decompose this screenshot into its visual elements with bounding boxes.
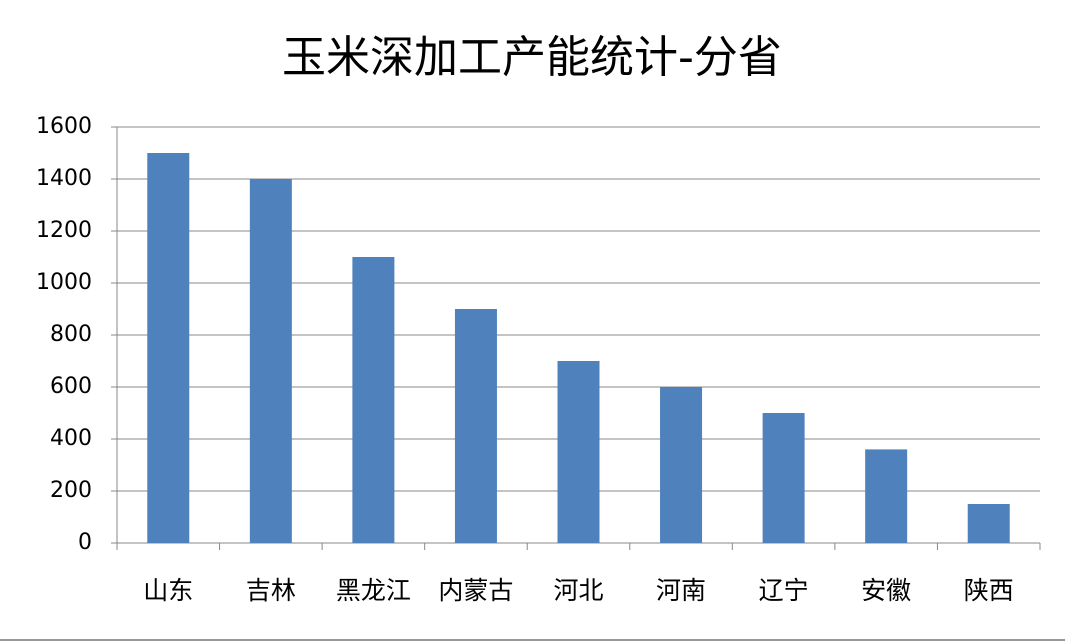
y-tick-label: 1600: [36, 114, 92, 139]
bar: [967, 504, 1010, 543]
y-tick-label: 1400: [36, 166, 92, 191]
bar: [147, 153, 190, 543]
chart-title: 玉米深加工产能统计-分省: [282, 32, 782, 83]
y-tick-label: 400: [50, 426, 92, 451]
y-tick-label: 1000: [36, 270, 92, 295]
x-tick-label: 河北: [553, 576, 603, 605]
y-tick-label: 1200: [36, 218, 92, 243]
y-tick-label: 200: [50, 478, 92, 503]
x-tick-label: 山东: [143, 576, 193, 605]
x-tick-label: 辽宁: [759, 576, 809, 605]
bar: [865, 449, 908, 543]
bar: [557, 361, 600, 543]
bar: [454, 309, 497, 543]
y-tick-label: 800: [50, 322, 92, 347]
bar: [660, 387, 703, 543]
x-tick-label: 河南: [656, 576, 706, 605]
bar: [352, 257, 395, 543]
x-tick-label: 吉林: [246, 576, 296, 605]
x-tick-label: 陕西: [964, 576, 1014, 605]
x-tick-label: 内蒙古: [438, 576, 513, 605]
y-tick-label: 0: [78, 530, 92, 555]
bar: [249, 179, 292, 543]
y-tick-label: 600: [50, 374, 92, 399]
x-tick-label: 安徽: [861, 576, 911, 605]
bar: [762, 413, 805, 543]
x-tick-label: 黑龙江: [336, 576, 411, 605]
